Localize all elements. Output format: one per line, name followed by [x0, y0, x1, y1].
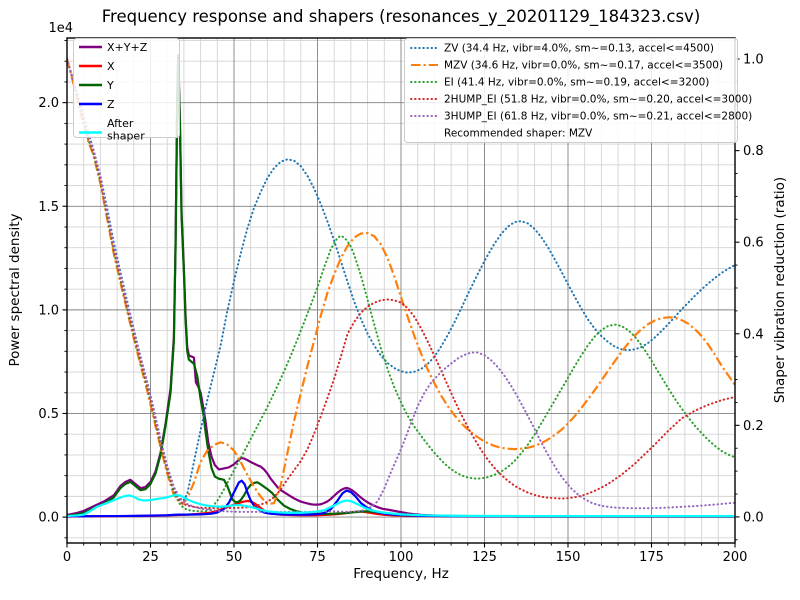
y-left-tick-label: 0.0 — [38, 511, 59, 526]
legend-recommended-note: Recommended shaper: MZV — [444, 128, 593, 140]
legend-left: X+Y+Z XYZ After shaper — [73, 38, 180, 143]
chart-title: Frequency response and shapers (resonanc… — [102, 7, 701, 27]
y-right-axis-label: Shaper vibration reduction (ratio) — [772, 177, 788, 403]
y-right-tick-label: 1.0 — [743, 53, 764, 68]
legend-right: ZV (34.4 Hz, vibr=4.0%, sm~=0.13, accel<… — [404, 38, 752, 143]
series-mzv — [67, 58, 735, 506]
x-tick-label: 100 — [389, 550, 414, 565]
y-left-tick-label: 2.0 — [38, 96, 59, 111]
x-tick-label: 125 — [472, 550, 497, 565]
x-tick-label: 200 — [723, 550, 748, 565]
x-tick-label: 175 — [639, 550, 664, 565]
y-left-tick-label: 0.5 — [38, 407, 59, 422]
series-3hump-ei — [67, 58, 735, 513]
data-curves — [67, 53, 735, 518]
x-axis-label: Frequency, Hz — [353, 566, 449, 582]
x-tick-label: 150 — [556, 550, 581, 565]
x-tick-label: 25 — [142, 550, 159, 565]
x-tick-label: 50 — [226, 550, 243, 565]
y-right-tick-label: 0.8 — [743, 144, 764, 159]
y-left-tick-label: 1.5 — [38, 200, 59, 215]
tick-labels: 0 25 50 75 100 125 150 175 200 0.0 0.5 1.0 1.5 2.0 0.0… — [38, 53, 763, 565]
y-right-tick-label: 0.2 — [743, 419, 764, 434]
y-left-offset-label: 1e4 — [48, 21, 73, 36]
legend-right-label: MZV (34.6 Hz, vibr=0.0%, sm~=0.17, accel… — [444, 60, 723, 72]
legend-left-label: X+Y+Z — [107, 41, 148, 54]
legend-right-label: ZV (34.4 Hz, vibr=4.0%, sm~=0.13, accel<… — [444, 43, 714, 55]
x-tick-label: 75 — [309, 550, 326, 565]
legend-right-label: 2HUMP_EI (51.8 Hz, vibr=0.0%, sm~=0.20, … — [444, 94, 752, 106]
legend-left-label: Z — [107, 98, 115, 111]
legend-right-label: EI (41.4 Hz, vibr=0.0%, sm~=0.19, accel<… — [444, 77, 709, 89]
series-after-shaper — [67, 493, 735, 518]
legend-right-label: 3HUMP_EI (61.8 Hz, vibr=0.0%, sm~=0.21, … — [444, 111, 752, 123]
series-ei — [67, 58, 735, 513]
y-right-tick-label: 0.4 — [743, 327, 764, 342]
y-right-tick-label: 0.6 — [743, 236, 764, 251]
y-left-tick-label: 1.0 — [38, 303, 59, 318]
y-right-tick-label: 0.0 — [743, 510, 764, 525]
legend-left-label: Y — [106, 79, 114, 92]
x-tick-label: 0 — [63, 550, 71, 565]
legend-left-label: X — [107, 60, 115, 73]
legend-right-box — [404, 38, 738, 143]
legend-left-label: After shaper — [107, 117, 145, 143]
series-2hump-ei — [67, 58, 735, 510]
y-left-axis-label: Power spectral density — [7, 213, 23, 366]
legend-left-box — [73, 38, 180, 138]
